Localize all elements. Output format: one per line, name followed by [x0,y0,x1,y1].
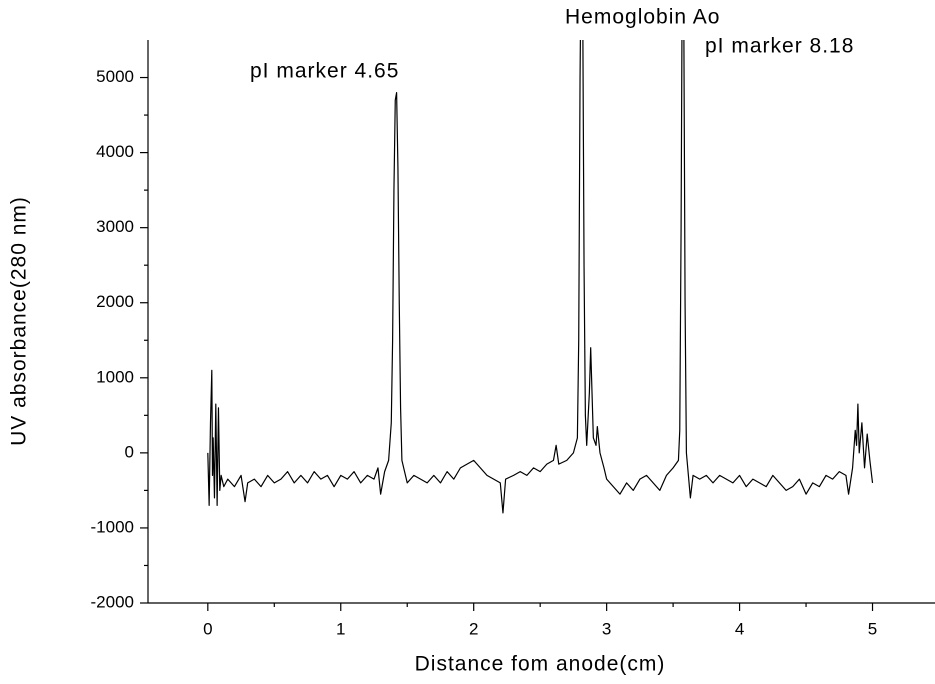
x-tick-label: 1 [336,619,345,638]
y-tick-label: 3000 [96,217,134,236]
y-tick-label: 2000 [96,292,134,311]
y-tick-label: -1000 [91,517,134,536]
annotation: pI marker 8.18 [705,35,854,58]
y-tick-label: 1000 [96,367,134,386]
x-axis-label: Distance fom anode(cm) [415,653,666,676]
y-tick-label: 4000 [96,142,134,161]
x-tick-label: 3 [602,619,611,638]
x-tick-label: 2 [469,619,478,638]
y-tick-label: 0 [125,442,134,461]
y-tick-label: 5000 [96,67,134,86]
y-axis-label: UV absorbance(280 nm) [8,196,31,446]
x-tick-label: 0 [203,619,212,638]
data-line [207,40,874,514]
plot-area [207,40,874,514]
x-tick-label: 5 [868,619,877,638]
annotation: pI marker 4.65 [250,60,399,83]
y-tick-label: -2000 [91,592,134,611]
annotation: Hemoglobin Ao [565,6,720,29]
x-tick-label: 4 [735,619,744,638]
